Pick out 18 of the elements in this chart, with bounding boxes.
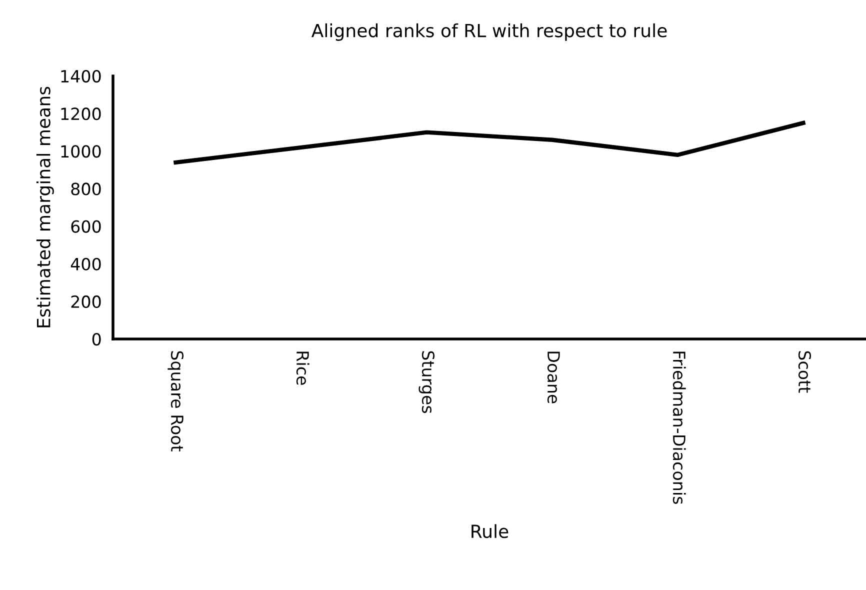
y-tick-label: 1400 xyxy=(61,70,101,83)
line-series xyxy=(174,120,806,164)
y-tick-label: 0 xyxy=(92,332,101,346)
chart-title: Aligned ranks of RL with respect to rule xyxy=(311,23,667,41)
y-tick-label: 400 xyxy=(70,258,101,270)
x-tick-label: Sturges xyxy=(418,351,435,414)
x-tick-label: Doane xyxy=(547,352,560,404)
x-axis-title: Rule xyxy=(472,524,508,538)
y-tick-label: 1200 xyxy=(61,108,101,120)
x-tick-label: Friedman-Diaconis xyxy=(672,352,686,504)
x-tick-label: Rice xyxy=(296,352,310,385)
x-tick-label: Square Root xyxy=(168,351,184,452)
y-tick-label: 1000 xyxy=(61,145,101,158)
y-axis-title: Estimated marginal means xyxy=(36,86,54,328)
y-tick-label: 800 xyxy=(71,182,101,196)
x-tick-label: Scott xyxy=(798,351,812,393)
y-tick-label: 600 xyxy=(71,220,101,233)
y-tick-label: 200 xyxy=(71,295,101,308)
